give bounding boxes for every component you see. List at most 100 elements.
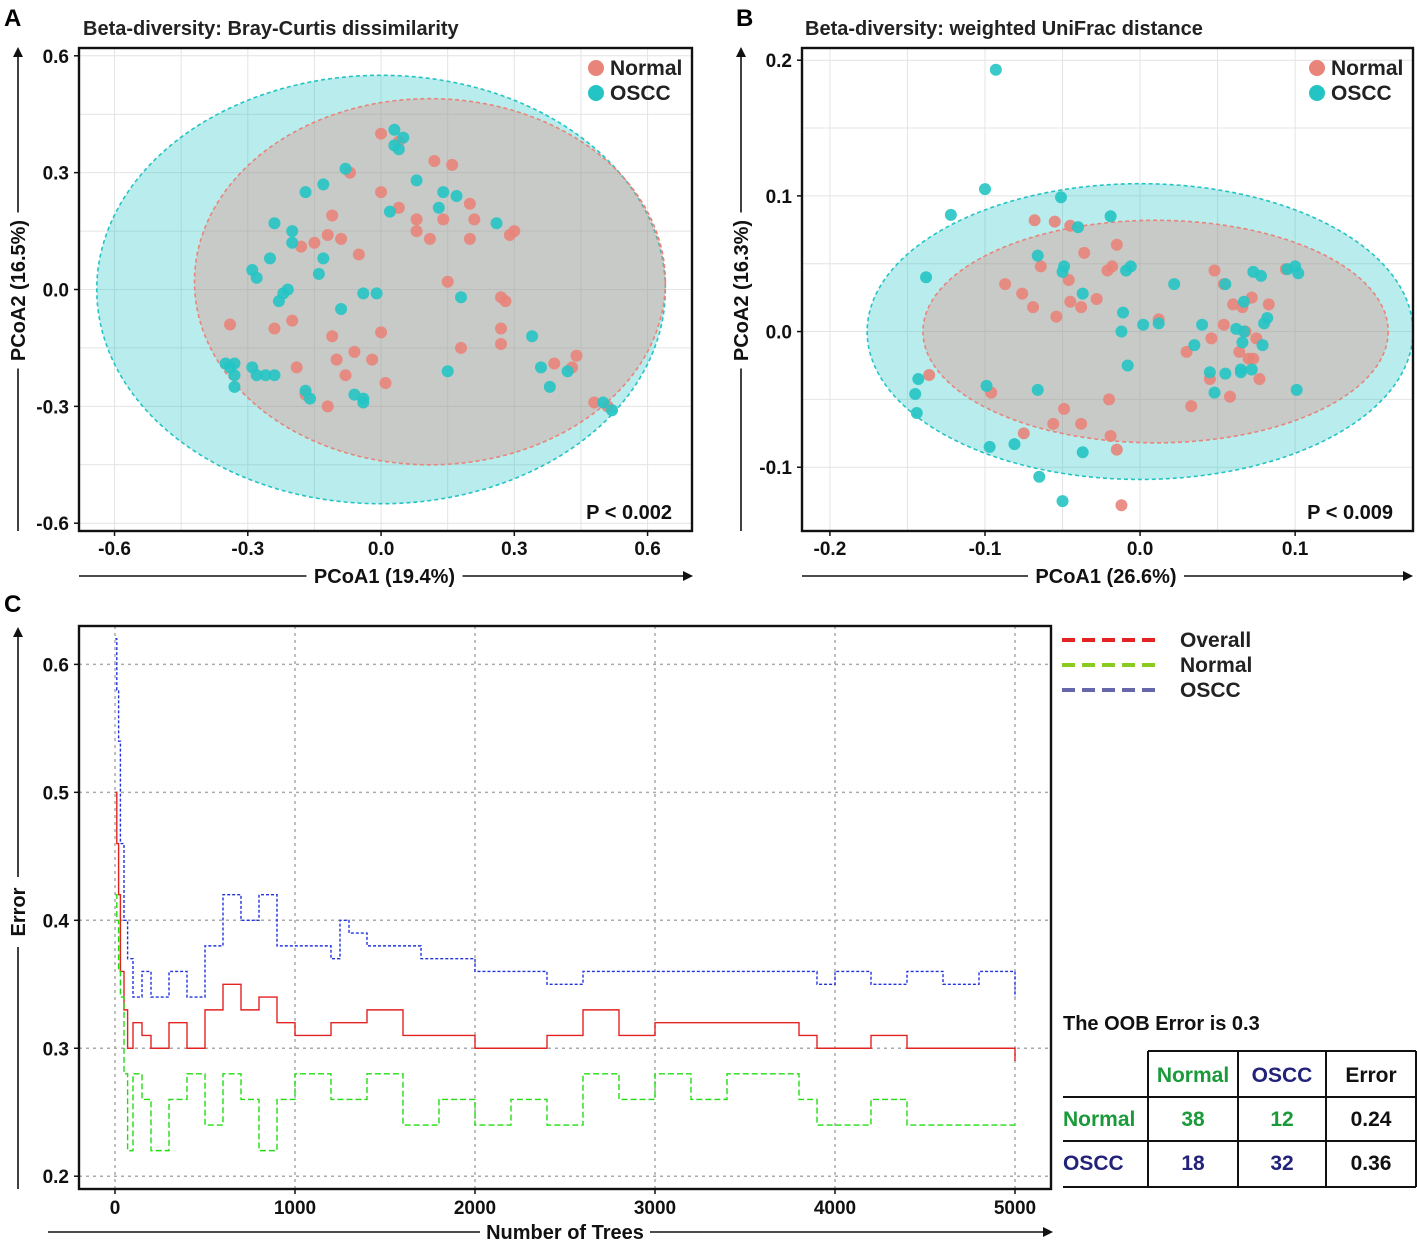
point-oscc	[441, 365, 454, 378]
point-oscc	[299, 186, 312, 199]
point-normal	[1185, 400, 1198, 413]
x-tick-label: -0.3	[231, 539, 264, 560]
point-oscc	[1237, 325, 1250, 338]
y-tick-label: 0.6	[43, 47, 69, 68]
point-oscc	[228, 380, 241, 393]
point-oscc	[1056, 495, 1069, 508]
x-tick-label: -0.2	[814, 539, 847, 560]
point-normal	[499, 295, 512, 308]
plot-area	[95, 74, 667, 505]
point-oscc	[303, 392, 316, 405]
table-header-cell: OSCC	[1252, 1064, 1313, 1087]
point-oscc	[910, 406, 923, 419]
point-oscc	[989, 63, 1002, 76]
point-oscc	[1188, 339, 1201, 352]
x-tick-label: 2000	[454, 1198, 496, 1219]
point-oscc	[978, 183, 991, 196]
point-oscc	[317, 178, 330, 191]
point-oscc	[268, 217, 281, 230]
point-oscc	[370, 287, 383, 300]
x-axis-label: PCoA1 (26.6%)	[1035, 566, 1176, 588]
point-oscc	[1031, 249, 1044, 262]
point-oscc	[410, 174, 423, 187]
p-value: P < 0.002	[586, 502, 672, 524]
point-normal	[410, 213, 423, 226]
point-normal	[1028, 214, 1041, 227]
x-tick-label: 0.0	[368, 539, 394, 560]
point-normal	[1047, 417, 1060, 430]
panel-c-plot: 0 1000 2000 3000 4000 5000 0.2 0.3 0.4 0.5 0.6 Numb…	[8, 624, 1252, 1242]
point-oscc	[1072, 221, 1085, 234]
point-oscc	[357, 287, 370, 300]
point-normal	[494, 338, 507, 351]
y-tick-label: 0.2	[43, 1167, 69, 1188]
legend-label-normal: Normal	[1180, 654, 1252, 677]
point-normal	[446, 158, 459, 171]
point-normal	[224, 318, 237, 331]
point-normal	[326, 209, 339, 222]
y-tick-label: 0.1	[766, 187, 793, 208]
legend-label-overall: Overall	[1180, 629, 1251, 652]
legend-marker-oscc	[1309, 85, 1325, 101]
point-normal	[1227, 298, 1240, 311]
point-oscc	[357, 396, 370, 409]
point-oscc	[1203, 366, 1216, 379]
point-normal	[923, 368, 936, 381]
point-oscc	[455, 291, 468, 304]
x-tick-label: 1000	[274, 1198, 316, 1219]
point-oscc	[1104, 210, 1117, 223]
table-cell: 18	[1181, 1152, 1205, 1175]
point-normal	[290, 361, 303, 374]
point-oscc	[526, 330, 539, 343]
table-cell: 0.36	[1351, 1152, 1392, 1175]
y-tick-label: 0.3	[43, 1039, 69, 1060]
x-tick-label: -0.1	[969, 539, 1002, 560]
point-normal	[1262, 298, 1275, 311]
point-normal	[375, 127, 388, 140]
point-normal	[308, 236, 321, 249]
y-tick-label: -0.1	[759, 458, 792, 479]
point-normal	[468, 213, 481, 226]
point-normal	[375, 326, 388, 339]
plot-area	[866, 63, 1413, 512]
point-oscc	[1255, 269, 1268, 282]
point-normal	[1050, 310, 1063, 323]
point-oscc	[1031, 383, 1044, 396]
y-tick-label: -0.6	[36, 514, 69, 535]
point-oscc	[561, 365, 574, 378]
point-normal	[999, 278, 1012, 291]
legend-marker-oscc	[588, 85, 604, 101]
point-normal	[463, 232, 476, 245]
point-oscc	[228, 369, 241, 382]
point-oscc	[1234, 366, 1247, 379]
point-oscc	[597, 396, 610, 409]
panel-b-plot: -0.2 -0.1 0.0 0.1 -0.1 0.0 0.1 0.2 PCoA1 (26.6%)…	[731, 46, 1415, 588]
point-oscc	[1076, 446, 1089, 459]
point-normal	[330, 353, 343, 366]
point-oscc	[250, 271, 263, 284]
point-normal	[1064, 295, 1077, 308]
point-oscc	[1236, 336, 1249, 349]
point-normal	[423, 232, 436, 245]
point-normal	[548, 357, 561, 370]
point-oscc	[1115, 325, 1128, 338]
point-normal	[1233, 345, 1246, 358]
point-normal	[588, 396, 601, 409]
point-normal	[1048, 215, 1061, 228]
point-oscc	[543, 380, 556, 393]
point-oscc	[606, 404, 619, 417]
x-tick-label: 0.1	[1282, 539, 1309, 560]
point-normal	[1103, 393, 1116, 406]
point-oscc	[1117, 306, 1130, 319]
table-cell: 12	[1270, 1108, 1293, 1131]
point-normal	[1180, 345, 1193, 358]
legend-marker-normal	[1309, 60, 1325, 76]
panel-a-label: A	[4, 5, 21, 32]
ellipse-normal	[922, 219, 1389, 444]
point-normal	[1090, 292, 1103, 305]
point-oscc	[909, 387, 922, 400]
table-header-cell: Error	[1345, 1064, 1396, 1087]
point-oscc	[286, 225, 299, 238]
plot-frame	[77, 624, 1053, 1191]
